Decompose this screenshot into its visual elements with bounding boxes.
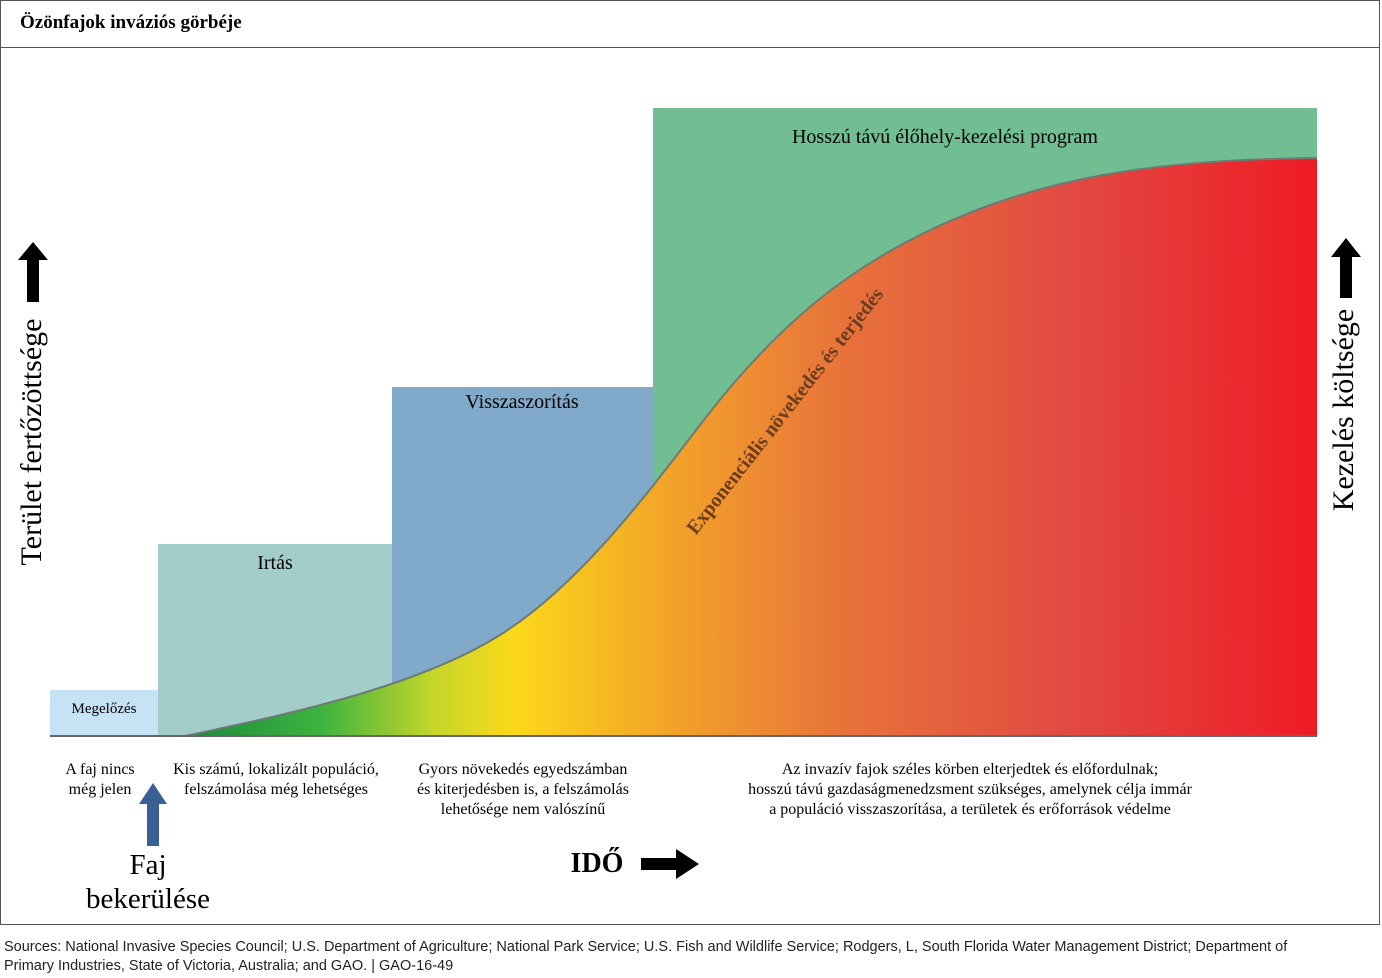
stage-description-1: A faj nincs még jelen: [65, 761, 135, 798]
introduction-label: Faj bekerülése: [86, 849, 210, 915]
invasion-curve: [185, 158, 1317, 736]
stage-description-2: Kis számú, lokalizált populáció, felszám…: [173, 761, 379, 798]
introduction-arrow-icon: [139, 783, 167, 846]
phase-label-hosszu-tavu: Hosszú távú élőhely-kezelési program: [792, 126, 1098, 148]
diagram-frame: [0, 0, 1380, 925]
stage-description-3: Gyors növekedés egyedszámban és kiterjed…: [417, 761, 629, 818]
invasion-curve-edge: [184, 157, 1318, 737]
y-axis-left-label: Terület fertőzöttsége: [15, 319, 48, 566]
y-axis-right-label: Kezelés költsége: [1327, 309, 1360, 511]
time-arrow-icon: [641, 849, 699, 879]
phase-label-visszaszoritas: Visszaszorítás: [465, 391, 578, 413]
sources-note: Sources: National Invasive Species Counc…: [4, 939, 1288, 974]
left-up-arrow-icon: [18, 242, 48, 302]
phase-box-megelozes: [50, 690, 158, 736]
phase-label-irtas: Irtás: [257, 552, 293, 574]
title-bar: Özönfajok inváziós görbéje: [0, 0, 1380, 48]
x-axis-label: IDŐ: [571, 847, 624, 879]
page-title: Özönfajok inváziós görbéje: [20, 12, 242, 33]
stage-description-4: Az invazív fajok széles körben elterjedt…: [748, 761, 1192, 818]
right-up-arrow-icon: [1331, 238, 1361, 298]
phase-label-megelozes: Megelőzés: [72, 701, 137, 717]
